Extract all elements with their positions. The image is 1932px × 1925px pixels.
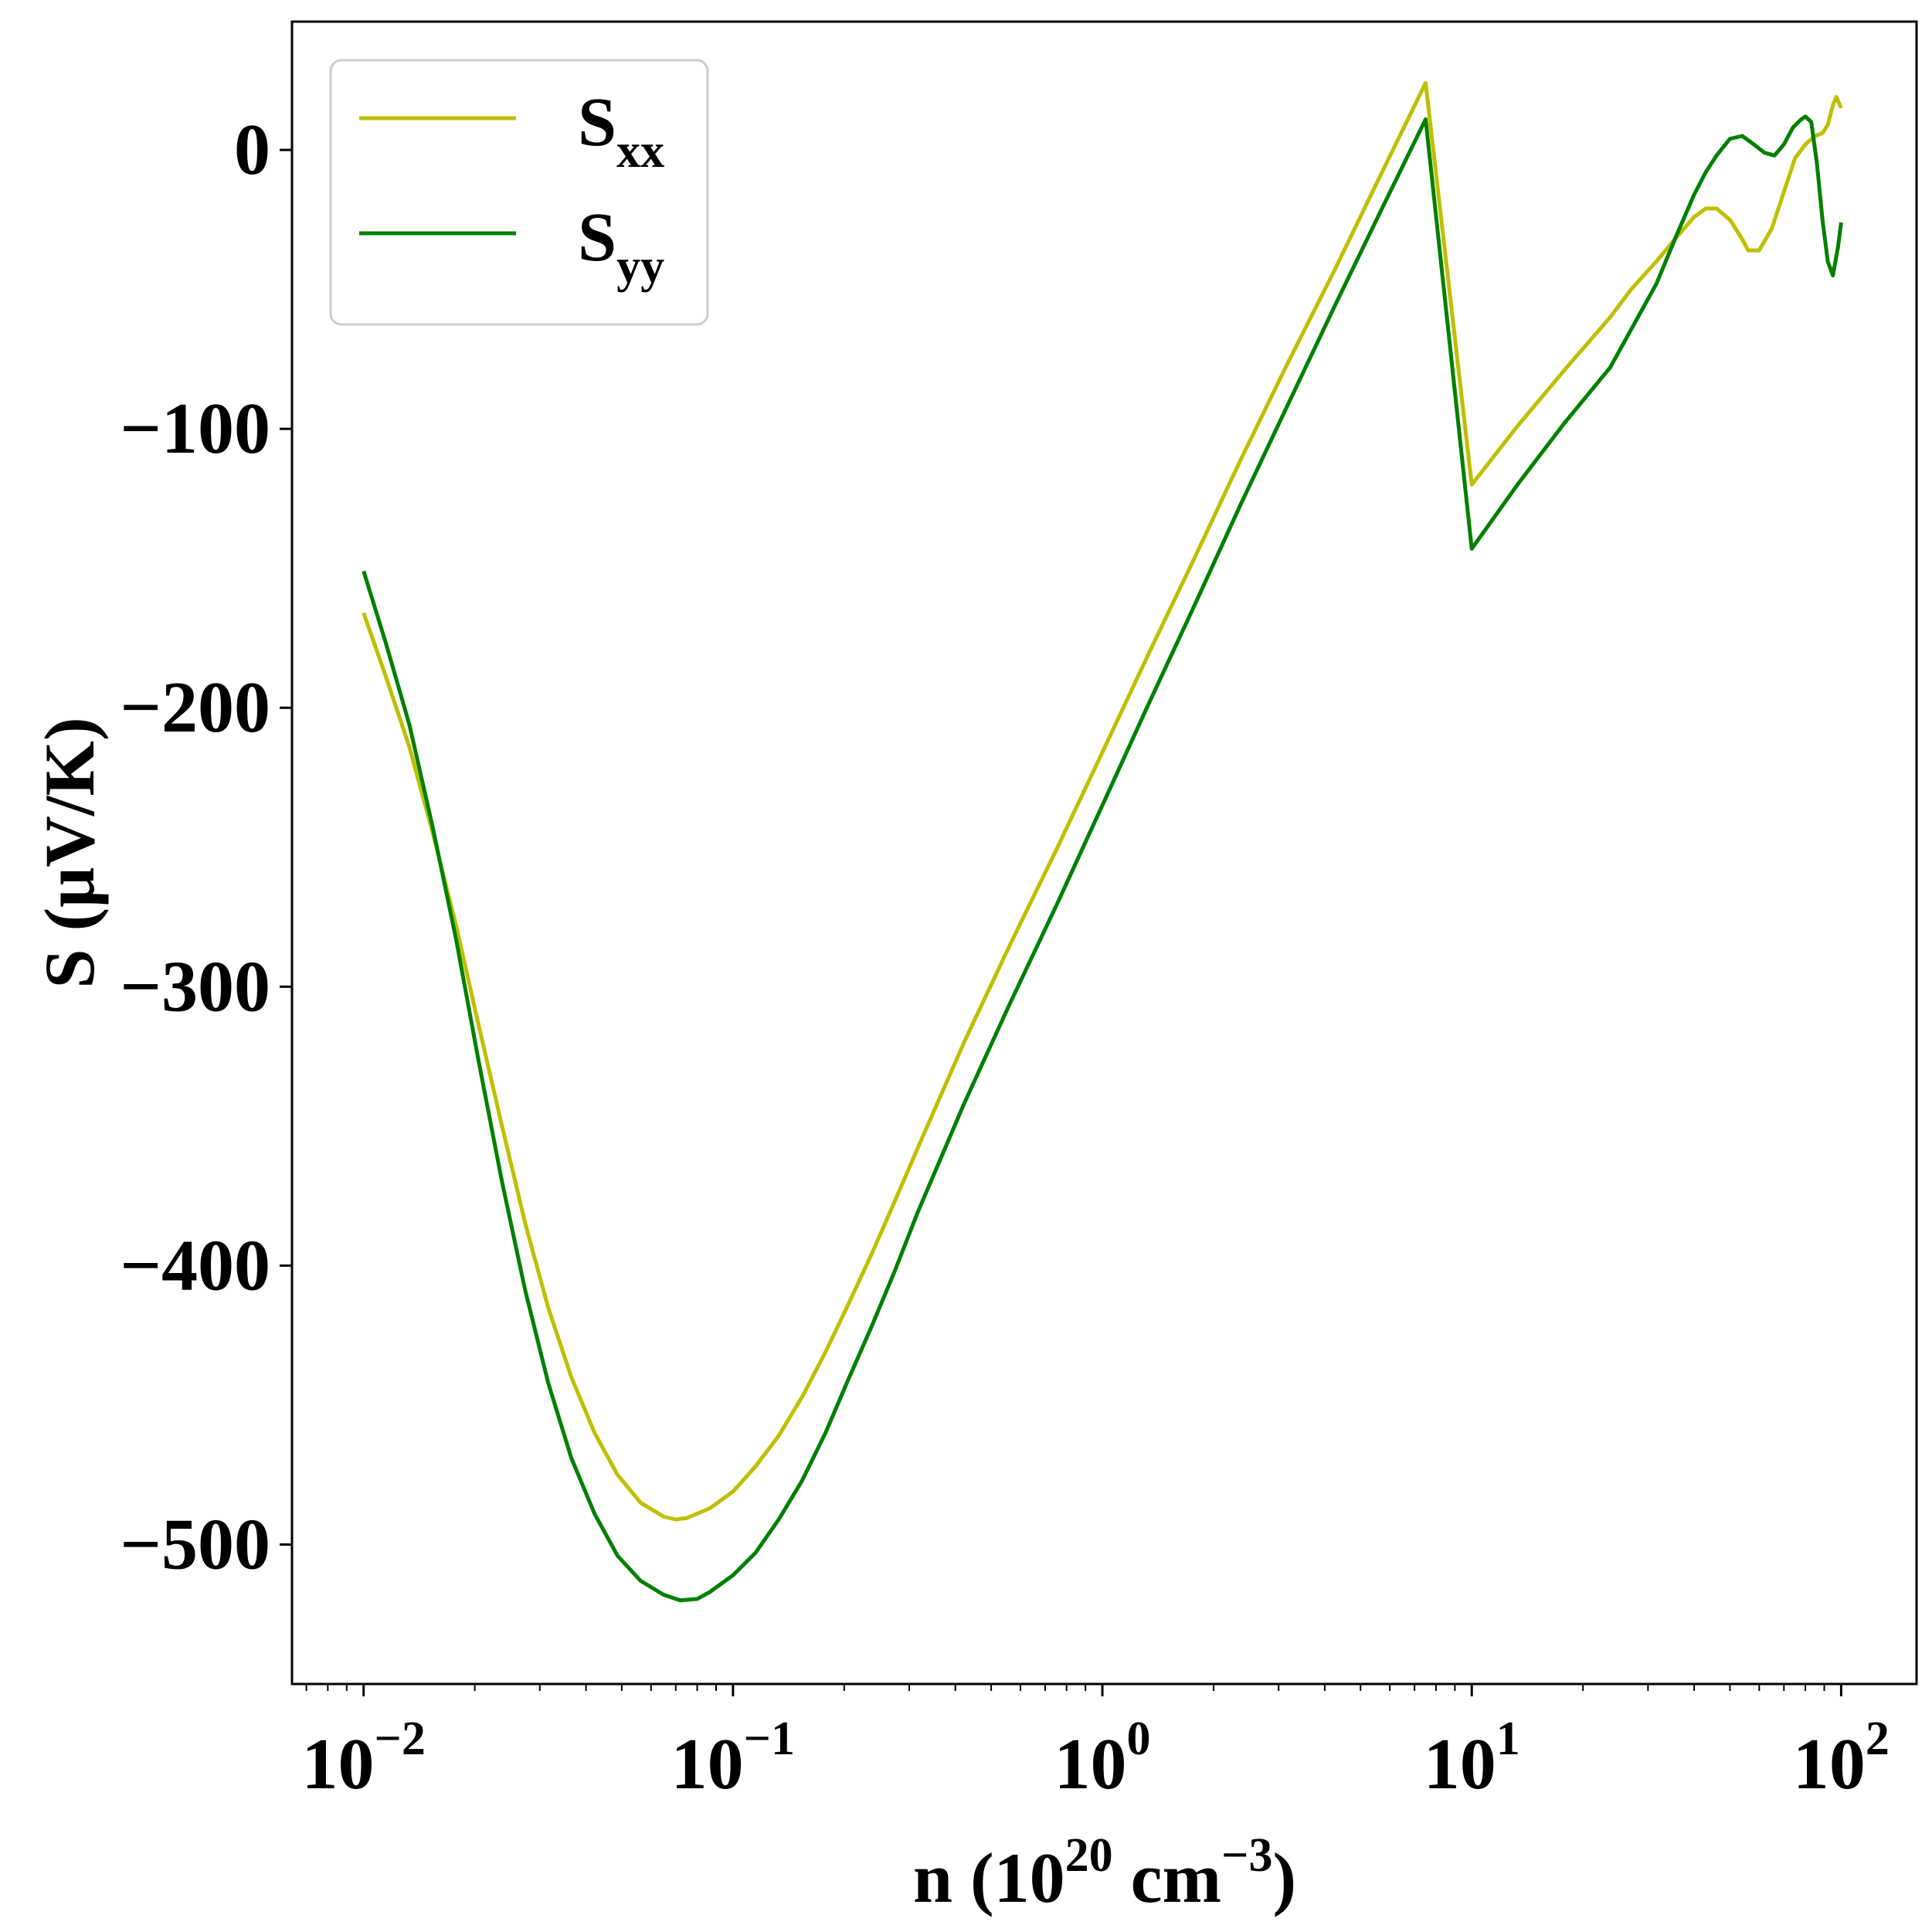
x-tick-label-exponent: 0: [1127, 1713, 1151, 1765]
legend-label-sxx-main: S: [578, 84, 616, 161]
x-tick-label-exponent: 1: [1496, 1713, 1520, 1765]
y-tick-label: −100: [120, 389, 270, 469]
x-axis-title-exponent-2: −3: [1221, 1829, 1272, 1882]
x-axis-title-prefix: n (10: [913, 1838, 1065, 1917]
x-axis-title-exponent-1: 20: [1065, 1829, 1113, 1882]
x-tick-label-base: 10: [1424, 1724, 1496, 1804]
x-tick-label: 10−2: [302, 1713, 426, 1804]
x-tick-label-exponent: −2: [375, 1713, 426, 1765]
legend-label-syy-main: S: [578, 199, 616, 276]
x-axis-title-middle: cm: [1113, 1838, 1221, 1917]
legend-label-sxx: Sxx: [578, 84, 664, 178]
x-tick-label-base: 10: [671, 1724, 744, 1804]
x-axis-title-suffix: ): [1273, 1838, 1297, 1917]
x-axis-title: n (1020 cm−3): [913, 1829, 1296, 1917]
x-tick-label: 101: [1424, 1713, 1520, 1804]
y-axis-ticks: 0 −100 −200 −300 −400 −500: [120, 110, 292, 1584]
y-tick-label: 0: [234, 110, 270, 190]
x-tick-label: 10−1: [671, 1713, 795, 1804]
series-line-syy: [362, 114, 1843, 1603]
y-tick-label: −500: [120, 1504, 270, 1584]
x-axis-ticks: 10−2 10−1 100 101 102: [302, 1684, 1890, 1804]
x-tick-label: 102: [1793, 1713, 1890, 1804]
legend-box: [329, 59, 709, 326]
x-tick-label-exponent: −1: [744, 1713, 795, 1765]
plot-frame: [290, 20, 1918, 1686]
legend-label-syy-sub: yy: [616, 240, 664, 293]
legend-label-sxx-sub: xx: [616, 125, 664, 178]
y-tick-label: −300: [120, 946, 270, 1027]
x-tick-label-base: 10: [302, 1724, 375, 1804]
legend: Sxx Syy: [329, 59, 709, 326]
legend-label-syy: Syy: [578, 199, 664, 293]
x-tick-label-exponent: 2: [1866, 1713, 1890, 1765]
y-tick-label: −400: [120, 1225, 270, 1305]
y-tick-label: −200: [120, 667, 270, 748]
x-tick-label-base: 10: [1793, 1724, 1866, 1804]
x-tick-label: 100: [1054, 1713, 1151, 1804]
x-tick-label-base: 10: [1054, 1724, 1127, 1804]
plot-lines: [362, 80, 1843, 1603]
series-line-sxx: [362, 80, 1843, 1522]
y-axis-title: S (μV/K): [30, 717, 109, 988]
